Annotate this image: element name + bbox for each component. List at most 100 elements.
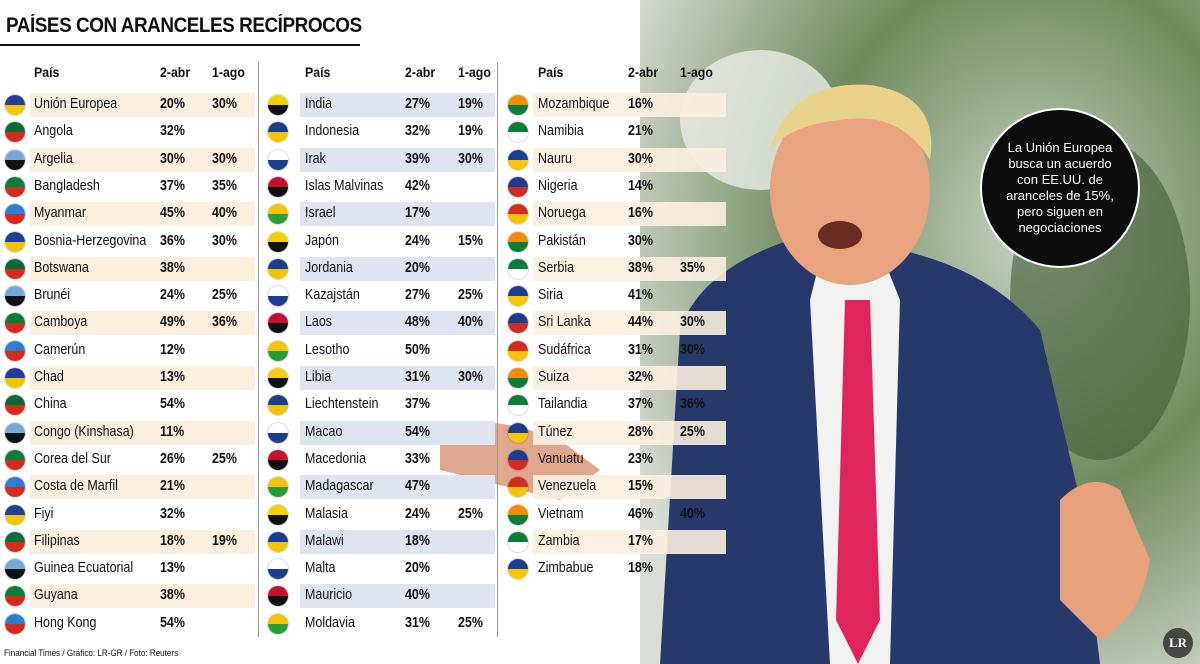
tariff-value: 38% — [160, 587, 185, 604]
tariff-value: 47% — [405, 478, 430, 495]
table-row: Fiyi 32% — [0, 502, 1200, 528]
tariff-value: 30% — [212, 150, 237, 167]
tariff-value: 21% — [160, 478, 185, 495]
country-name: Bosnia-Herzegovina — [34, 232, 147, 249]
title-rule — [0, 44, 360, 46]
flag-icon — [508, 95, 528, 115]
column-header: 1-ago — [212, 64, 245, 80]
table-row: Angola 32% — [0, 119, 1200, 145]
tariff-value: 32% — [160, 505, 185, 522]
flag-icon — [268, 613, 288, 634]
row-shade — [300, 420, 495, 445]
flag-icon — [5, 531, 25, 552]
tariff-value: 28% — [628, 423, 653, 440]
row-shade — [30, 420, 255, 445]
table-row: India 27% 19% — [0, 92, 1200, 118]
row-shade — [533, 256, 726, 281]
country-name: Macao — [305, 423, 343, 440]
flag-icon — [268, 149, 288, 170]
country-name: Camerún — [34, 341, 86, 358]
column-header: 2-abr — [405, 64, 436, 80]
tariff-value: 20% — [160, 96, 185, 112]
tariff-value: 18% — [405, 532, 430, 549]
table-row: Camboya 49% 36% — [0, 310, 1200, 336]
tariff-value: 30% — [628, 150, 653, 167]
flag-icon — [5, 122, 25, 143]
country-name: Irak — [305, 150, 326, 167]
flag-icon — [5, 286, 25, 307]
tariff-value: 19% — [458, 123, 483, 140]
tariff-value: 48% — [405, 314, 430, 331]
country-name: Madagascar — [305, 478, 374, 495]
table-row: Nauru 30% — [0, 147, 1200, 173]
flag-icon — [268, 449, 288, 470]
country-name: Malasia — [305, 505, 348, 522]
flag-icon — [268, 340, 288, 361]
country-name: Guyana — [34, 587, 78, 604]
country-name: Botswana — [34, 259, 89, 276]
tariff-value: 40% — [458, 314, 483, 331]
flag-icon — [508, 422, 528, 443]
row-shade — [30, 366, 255, 390]
callout-text: La Unión Europea busca un acuerdo con EE… — [1006, 140, 1114, 235]
flag-icon — [268, 286, 288, 307]
divider — [258, 62, 259, 637]
flag-icon — [5, 449, 25, 470]
column-header: 1-ago — [458, 64, 491, 80]
table-row: Vanuatu 23% — [0, 447, 1200, 473]
table-row: Libia 31% 30% — [0, 365, 1200, 391]
country-name: Chad — [34, 369, 64, 385]
tariff-value: 25% — [680, 423, 705, 440]
tariff-value: 38% — [628, 259, 653, 276]
row-shade — [30, 256, 255, 281]
title: PAÍSES CON ARANCELES RECÍPROCOS — [6, 14, 362, 37]
row-shade — [533, 93, 726, 117]
tariff-value: 23% — [628, 450, 653, 467]
table-row: Macao 54% — [0, 420, 1200, 446]
tariff-value: 40% — [680, 505, 705, 522]
country-name: Brunéi — [34, 287, 71, 304]
tariff-value: 25% — [212, 287, 237, 304]
country-name: Japón — [305, 232, 339, 249]
table-row: Túnez 28% 25% — [0, 420, 1200, 446]
tariff-value: 18% — [628, 560, 653, 577]
tariff-value: 30% — [458, 369, 483, 385]
tariff-value: 38% — [160, 259, 185, 276]
country-name: Mozambique — [538, 96, 610, 112]
country-name: Fiyi — [34, 505, 54, 522]
table-row: Irak 39% 30% — [0, 147, 1200, 173]
flag-icon — [268, 176, 288, 197]
flag-icon — [508, 258, 528, 279]
row-shade — [30, 311, 255, 336]
flag-icon — [268, 122, 288, 143]
column-header: 1-ago — [680, 64, 713, 80]
flag-icon — [508, 340, 528, 361]
country-name: Israel — [305, 205, 336, 222]
flag-icon — [268, 531, 288, 552]
table-row: Camerún 12% — [0, 338, 1200, 364]
country-name: Hong Kong — [34, 614, 97, 631]
tariff-value: 37% — [405, 396, 430, 413]
flag-icon — [508, 231, 528, 252]
row-shade — [300, 584, 495, 609]
flag-icon — [508, 149, 528, 170]
flag-icon — [508, 286, 528, 307]
row-shade — [533, 366, 726, 390]
tariff-value: 45% — [160, 205, 185, 222]
row-shade — [533, 311, 726, 336]
table-row: Unión Europea 20% 30% — [0, 92, 1200, 118]
country-name: Sri Lanka — [538, 314, 591, 331]
row-shade — [30, 529, 255, 554]
tariff-value: 25% — [458, 505, 483, 522]
flag-icon — [5, 368, 25, 388]
country-name: Laos — [305, 314, 333, 331]
table-row: Tailandia 37% 36% — [0, 392, 1200, 418]
flag-icon — [5, 313, 25, 334]
row-shade — [300, 93, 495, 117]
country-name: Mauricio — [305, 587, 353, 604]
country-name: Sudáfrica — [538, 341, 591, 358]
flag-icon — [5, 504, 25, 525]
table-row: Laos 48% 40% — [0, 310, 1200, 336]
table-row: Chad 13% — [0, 365, 1200, 391]
tariff-value: 46% — [628, 505, 653, 522]
